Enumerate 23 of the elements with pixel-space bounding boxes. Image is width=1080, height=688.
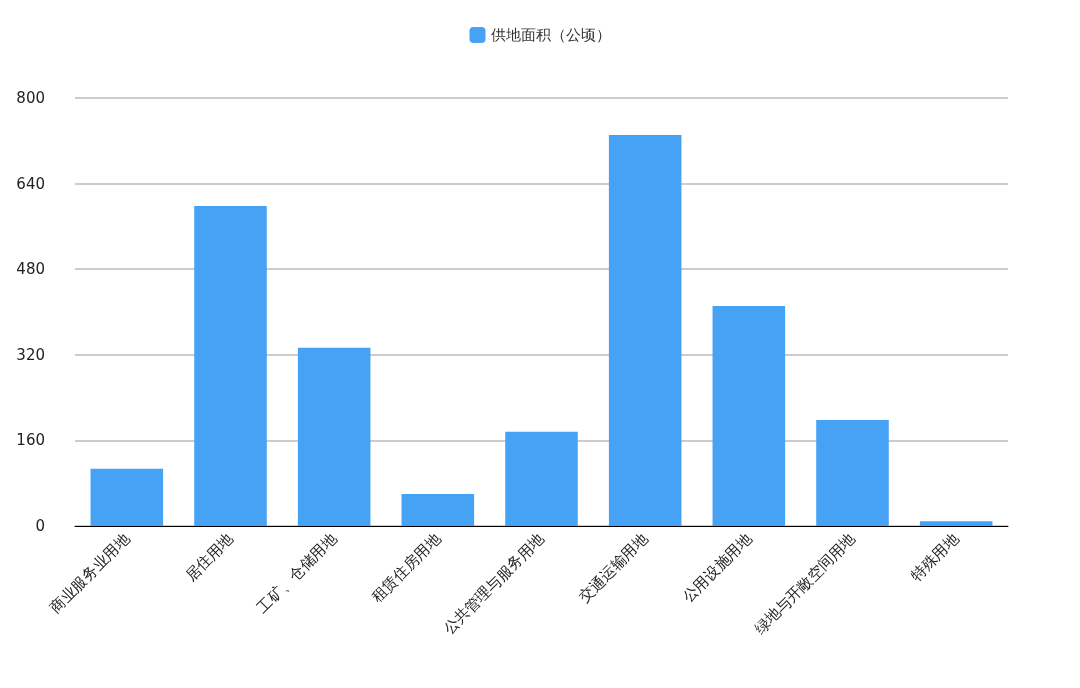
x-tick-label: 工矿、仓储用地 bbox=[253, 529, 341, 617]
legend-label: 供地面积（公顷） bbox=[490, 26, 611, 44]
bar bbox=[297, 347, 371, 526]
x-tick-label: 特殊用地 bbox=[907, 529, 963, 585]
bar bbox=[919, 521, 993, 526]
y-tick-label: 0 bbox=[35, 517, 45, 535]
bar bbox=[401, 493, 475, 526]
y-tick-label: 160 bbox=[16, 431, 45, 450]
y-tick-label: 640 bbox=[16, 174, 45, 193]
y-tick-label: 480 bbox=[16, 260, 45, 279]
bar bbox=[816, 420, 889, 526]
bar bbox=[608, 134, 682, 526]
x-tick-label: 公用设施用地 bbox=[678, 529, 756, 606]
bar bbox=[712, 306, 786, 526]
bar bbox=[505, 431, 578, 526]
y-tick-label: 320 bbox=[16, 345, 45, 364]
x-tick-label: 居住用地 bbox=[181, 529, 237, 585]
x-tick-label: 商业服务业用地 bbox=[46, 529, 134, 617]
bar bbox=[194, 206, 267, 526]
bar bbox=[90, 468, 164, 526]
y-tick-label: 800 bbox=[16, 89, 45, 107]
x-tick-label: 交通运输用地 bbox=[575, 529, 652, 606]
x-tick-label: 租赁住房用地 bbox=[367, 529, 445, 606]
